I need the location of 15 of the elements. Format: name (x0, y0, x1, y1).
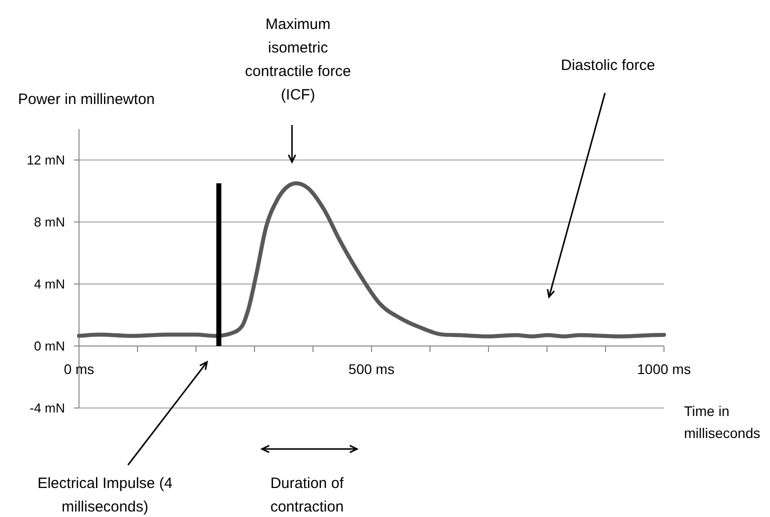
text: Electrical Impulse (4 milliseconds) (37, 475, 173, 516)
x-axis-title: Time in milliseconds (684, 403, 760, 441)
text: Diastolic force (560, 57, 656, 74)
y-tick-label: 4 mN (34, 276, 65, 292)
x-tick-label: 500 ms (348, 361, 394, 377)
x-tick-label: 0 ms (64, 361, 94, 377)
y-tick-label: -4 mN (30, 400, 65, 416)
y-tick-label: 0 mN (34, 338, 65, 354)
text: Duration of contraction (270, 475, 345, 516)
y-tick-label: 8 mN (34, 214, 65, 230)
line-series (77, 181, 666, 338)
x-tick-label: 1000 ms (637, 361, 691, 377)
y-axis-title: Power in millinewton (18, 91, 155, 108)
y-tick-label: 12 mN (26, 152, 65, 168)
text: Maximum isometric contractile force (ICF) (245, 16, 351, 104)
